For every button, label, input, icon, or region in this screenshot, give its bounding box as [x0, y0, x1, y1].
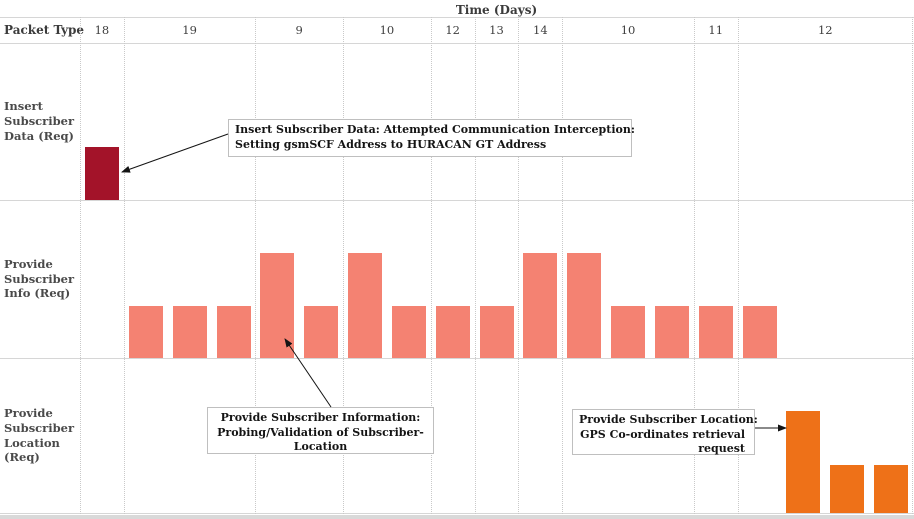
row-label-text: Provide Subscriber Info (Req)	[4, 256, 75, 301]
x-tick-label: 10	[379, 23, 395, 37]
row-label-provide-subscriber-info: Provide Subscriber Info (Req)	[4, 200, 78, 358]
x-tick-label: 19	[182, 23, 197, 37]
row-label-provide-subscriber-location: Provide Subscriber Location (Req)	[4, 358, 78, 513]
x-tick-label: 10	[620, 23, 636, 37]
annotation-box: Provide Subscriber Location: GPS Co-ordin…	[572, 409, 758, 456]
horizontal-scrollbar-track[interactable]	[0, 515, 914, 519]
row-separator	[0, 513, 914, 514]
day-gridline	[123, 17, 125, 514]
bar	[523, 253, 558, 358]
annotation-box: Insert Subscriber Data: Attempted Commun…	[228, 119, 635, 157]
annotation-line: Provide Subscriber Information:	[220, 411, 421, 424]
bar	[874, 465, 909, 513]
x-tick-label: 12	[817, 23, 833, 37]
bar	[479, 305, 514, 358]
day-gridline	[912, 17, 913, 514]
x-tick-label: 18	[94, 23, 110, 37]
day-gridline	[737, 17, 739, 514]
annotation-line: Location	[293, 440, 348, 454]
day-gridline	[430, 17, 432, 514]
bar	[348, 253, 383, 358]
x-tick-label: 12	[445, 23, 460, 37]
day-gridline	[80, 17, 81, 514]
bar	[786, 411, 821, 513]
x-tick-label: 14	[533, 23, 548, 37]
bar	[611, 305, 646, 358]
bar	[260, 253, 295, 358]
bar	[85, 147, 119, 200]
annotation-line: Probing/Validation of Subscriber-	[217, 425, 424, 439]
bar	[304, 305, 339, 358]
day-gridline	[255, 17, 257, 514]
bar	[654, 305, 689, 358]
x-axis-title: Time (Days)	[455, 3, 538, 17]
bar	[216, 305, 251, 358]
bar	[742, 305, 777, 358]
annotation-box: Provide Subscriber Information: Probing/V…	[207, 407, 434, 454]
day-gridline	[343, 17, 345, 514]
x-tick-label: 9	[295, 23, 303, 37]
day-gridline	[518, 17, 520, 514]
annotation-line: request	[698, 442, 745, 456]
bar	[391, 305, 426, 358]
day-gridline	[693, 17, 695, 514]
bar	[172, 305, 207, 358]
row-separator	[0, 358, 914, 359]
day-gridline	[562, 17, 564, 514]
bar	[830, 465, 865, 513]
annotation-line: Insert Subscriber Data: Attempted Commun…	[235, 123, 635, 136]
bar	[128, 305, 163, 358]
x-tick-label: 13	[489, 23, 504, 37]
bar	[698, 305, 733, 358]
row-axis-header: Packet Type	[4, 23, 85, 37]
row-label-text: Insert Subscriber Data (Req)	[4, 99, 75, 143]
header-top-line	[0, 17, 914, 18]
day-gridline	[474, 17, 476, 514]
header-bottom-line	[0, 43, 914, 44]
bar	[567, 253, 602, 358]
annotation-line: GPS Co-ordinates retrieval	[580, 427, 745, 441]
row-separator	[0, 200, 914, 201]
row-label-insert-subscriber-data: Insert Subscriber Data (Req)	[4, 43, 78, 200]
bar	[435, 305, 470, 358]
annotation-line: Provide Subscriber Location:	[579, 413, 758, 426]
annotation-arrow	[121, 133, 229, 173]
annotation-line: Setting gsmSCF Address to HURACAN GT Add…	[235, 137, 547, 151]
x-tick-label: 11	[708, 23, 724, 37]
row-label-text: Provide Subscriber Location (Req)	[4, 405, 75, 465]
